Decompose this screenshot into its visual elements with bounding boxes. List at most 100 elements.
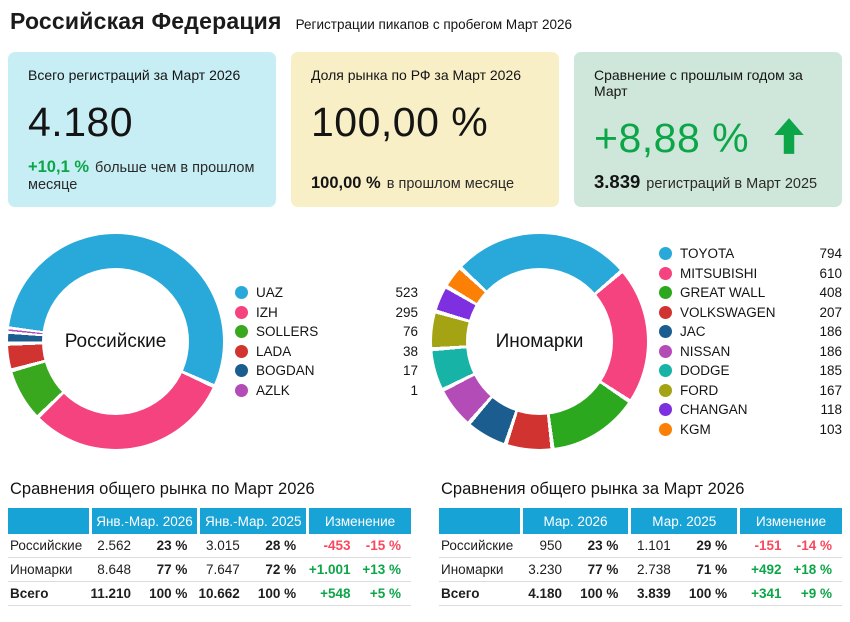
table-cell: 100 % xyxy=(145,582,198,606)
table-title: Сравнения общего рынка за Март 2026 xyxy=(441,480,745,498)
table-row: Иномарки 3.230 77 % 2.738 71 % +492 +18 % xyxy=(439,558,842,582)
legend-swatch xyxy=(659,247,672,261)
table-header-cell: Янв.-Мар. 2025 xyxy=(197,508,307,534)
table-cell: +492 xyxy=(737,558,792,582)
table-cell: 8.648 xyxy=(88,558,146,582)
table-header-cell: Изменение xyxy=(737,508,842,534)
table-cell: 1.101 xyxy=(628,534,685,558)
legend-label: AZLK xyxy=(256,382,290,398)
table-row: Всего 4.180 100 % 3.839 100 % +341 +9 % xyxy=(439,582,842,606)
arrow-up-icon xyxy=(768,115,810,162)
table-cell: 950 xyxy=(519,534,577,558)
legend-label: KGM xyxy=(680,421,711,437)
donut-hole: Иномарки xyxy=(466,268,613,415)
legend-value: 610 xyxy=(819,265,842,281)
legend-label: TOYOTA xyxy=(680,246,735,262)
legend-label: SOLLERS xyxy=(256,324,319,340)
legend-swatch xyxy=(235,286,248,300)
legend-value: 186 xyxy=(819,324,842,340)
legend-swatch xyxy=(659,266,672,280)
card-value: +8,88 % xyxy=(594,115,750,161)
legend-swatch xyxy=(659,325,672,339)
table-cell: 2.738 xyxy=(628,558,685,582)
legend-value: 186 xyxy=(819,343,842,359)
chart-group-russian: Российские UAZ 523 IZH 295 SOLLERS 76 LADA 38 BO… xyxy=(8,234,418,449)
stat-cards-row: Всего регистраций за Март 2026 4.180 +10… xyxy=(0,52,850,207)
table-cell: -15 % xyxy=(360,534,411,558)
table-cell: 23 % xyxy=(145,534,198,558)
row-label: Российские xyxy=(439,534,520,558)
legend-value: 408 xyxy=(819,285,842,301)
delta-note: больше чем в прошлом месяце xyxy=(28,160,255,193)
table-cell: 3.839 xyxy=(628,582,685,606)
legend-item: AZLK 1 xyxy=(235,381,418,401)
legend-item: CHANGAN 118 xyxy=(659,400,842,420)
table-block-month: Сравнения общего рынка за Март 2026 Мар.… xyxy=(439,480,842,606)
table-row: Иномарки 8.648 77 % 7.647 72 % +1.001 +13 % xyxy=(8,558,411,582)
table-cell: 2.562 xyxy=(88,534,146,558)
legend-swatch xyxy=(659,403,672,417)
table-cell: 3.015 xyxy=(197,534,254,558)
table-cell: +18 % xyxy=(791,558,842,582)
row-label: Иномарки xyxy=(439,558,520,582)
table-header-cell: Мар. 2026 xyxy=(519,508,629,534)
legend-label: NISSAN xyxy=(680,343,731,359)
table-cell: 4.180 xyxy=(519,582,577,606)
legend-value: 38 xyxy=(402,343,418,359)
donut-title: Российские xyxy=(64,330,167,352)
table-header-cell xyxy=(8,508,89,534)
legend-foreign: TOYOTA 794 MITSUBISHI 610 GREAT WALL 408 VOLKS… xyxy=(659,244,842,439)
table-cell: 29 % xyxy=(684,534,738,558)
delta-value: 100,00 % xyxy=(311,174,381,192)
table-cell: +341 xyxy=(737,582,792,606)
legend-item: TOYOTA 794 xyxy=(659,244,842,264)
legend-swatch xyxy=(235,344,248,358)
card-label: Доля рынка по РФ за Март 2026 xyxy=(311,67,522,83)
donut-title: Иномарки xyxy=(495,330,584,352)
legend-swatch xyxy=(235,325,248,339)
comparison-table-month: Мар. 2026 Мар. 2025 Изменение Российские 950… xyxy=(439,508,842,606)
card-footnote: 100,00 % в прошлом месяце xyxy=(311,174,539,193)
legend-label: MITSUBISHI xyxy=(680,265,758,281)
row-label: Всего xyxy=(439,582,520,606)
table-cell: -453 xyxy=(306,534,361,558)
table-cell: 100 % xyxy=(253,582,307,606)
table-cell: 23 % xyxy=(576,534,629,558)
legend-value: 185 xyxy=(819,363,842,379)
delta-value: 3.839 xyxy=(594,171,641,192)
table-row: Российские 2.562 23 % 3.015 28 % -453 -15 % xyxy=(8,534,411,558)
tables-row: Сравнения общего рынка по Март 2026 Янв.… xyxy=(0,480,850,606)
donut-chart-foreign: Иномарки xyxy=(432,234,647,449)
legend-swatch xyxy=(659,364,672,378)
row-label: Всего xyxy=(8,582,89,606)
page-subtitle: Регистрации пикапов с пробегом Март 2026 xyxy=(295,17,573,32)
table-cell: 100 % xyxy=(576,582,629,606)
dashboard-page: Российская Федерация Регистрации пикапов… xyxy=(0,8,850,606)
legend-label: GREAT WALL xyxy=(680,285,766,301)
legend-value: 1 xyxy=(410,382,418,398)
donut-hole: Российские xyxy=(42,268,189,415)
table-cell: 77 % xyxy=(576,558,629,582)
legend-item: BOGDAN 17 xyxy=(235,361,418,381)
table-cell: 77 % xyxy=(145,558,198,582)
card-label: Сравнение с прошлым годом за Март xyxy=(594,67,803,99)
donut-chart-russian: Российские xyxy=(8,234,223,449)
legend-swatch xyxy=(659,344,672,358)
legend-label: UAZ xyxy=(256,285,283,301)
row-label: Российские xyxy=(8,534,89,558)
legend-swatch xyxy=(235,383,248,397)
table-block-ytd: Сравнения общего рынка по Март 2026 Янв.… xyxy=(8,480,411,606)
table-title: Сравнения общего рынка по Март 2026 xyxy=(10,480,315,498)
page-title: Российская Федерация xyxy=(10,8,282,34)
legend-label: JAC xyxy=(680,324,706,340)
table-row: Российские 950 23 % 1.101 29 % -151 -14 % xyxy=(439,534,842,558)
table-cell: 11.210 xyxy=(88,582,146,606)
legend-item: IZH 295 xyxy=(235,303,418,323)
legend-item: LADA 38 xyxy=(235,342,418,362)
legend-item: NISSAN 186 xyxy=(659,342,842,362)
delta-value: +10,1 % xyxy=(28,158,90,176)
legend-value: 167 xyxy=(819,382,842,398)
table-header-cell: Изменение xyxy=(306,508,411,534)
legend-russian: UAZ 523 IZH 295 SOLLERS 76 LADA 38 BOGDAN 17 AZLK 1 xyxy=(235,283,418,400)
card-label: Всего регистраций за Март 2026 xyxy=(28,67,241,83)
